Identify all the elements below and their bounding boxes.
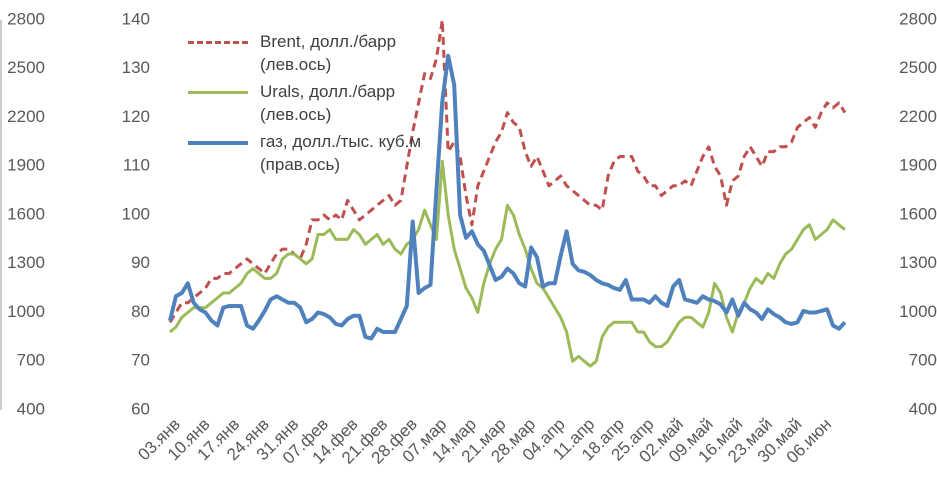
- y-tick-label: 60: [131, 399, 150, 418]
- y2-tick-label-left: 2800: [7, 9, 45, 28]
- y2-tick-label-left: 1300: [7, 253, 45, 272]
- y2-tick-label-left: 2500: [7, 58, 45, 77]
- y-tick-label: 90: [131, 253, 150, 272]
- y-tick-label: 80: [131, 302, 150, 321]
- y2-tick-label: 700: [909, 351, 937, 370]
- legend-label: Urals, долл./барр (лев.ось): [260, 82, 396, 124]
- legend-item: Brent, долл./барр (лев.ось): [188, 30, 421, 76]
- legend: Brent, долл./барр (лев.ось) Urals, долл./…: [188, 30, 421, 180]
- y-tick-label: 140: [122, 9, 150, 28]
- series-line: [168, 53, 847, 341]
- y-tick-label: 110: [123, 156, 150, 175]
- legend-item: Urals, долл./барр (лев.ось): [188, 80, 421, 126]
- legend-item: газ, долл./тыс. куб.м (прав.ось): [188, 130, 421, 176]
- y2-tick-label-left: 1000: [7, 302, 45, 321]
- y2-tick-label: 2500: [899, 58, 937, 77]
- legend-label: газ, долл./тыс. куб.м (прав.ось): [260, 132, 422, 174]
- legend-swatch: [188, 141, 248, 145]
- legend-label: Brent, долл./барр (лев.ось): [260, 32, 397, 74]
- legend-swatch: [188, 41, 248, 44]
- y2-tick-label: 1300: [899, 253, 937, 272]
- y2-tick-label: 2200: [899, 107, 937, 126]
- legend-swatch: [188, 91, 248, 94]
- y2-tick-label: 2800: [899, 9, 937, 28]
- y2-tick-label-left: 1600: [7, 204, 45, 223]
- y-tick-label: 120: [122, 107, 150, 126]
- series-line: [168, 18, 847, 324]
- series-line: [169, 159, 846, 368]
- y2-tick-label: 1600: [899, 204, 937, 223]
- y-tick-label: 70: [131, 351, 150, 370]
- y-tick-label: 130: [122, 58, 150, 77]
- y2-tick-label-left: 1900: [7, 156, 45, 175]
- y2-tick-label: 1000: [899, 302, 937, 321]
- y2-tick-label-left: 700: [17, 351, 45, 370]
- y2-tick-label: 400: [909, 399, 937, 418]
- y-tick-label: 100: [122, 204, 150, 223]
- y2-tick-label: 1900: [899, 156, 937, 175]
- y2-tick-label-left: 2200: [7, 107, 45, 126]
- y2-tick-label-left: 400: [17, 399, 45, 418]
